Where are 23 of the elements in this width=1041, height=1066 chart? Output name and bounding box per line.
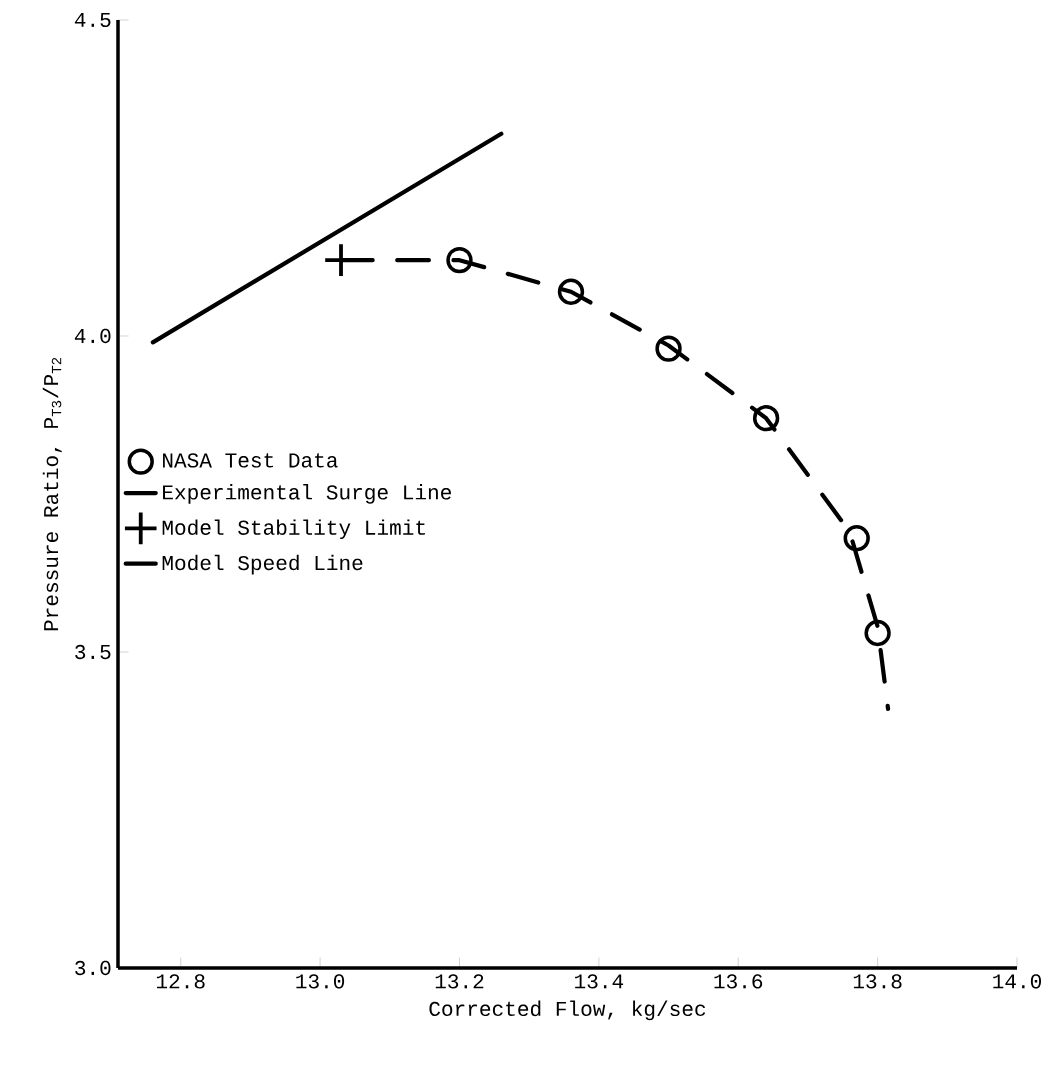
legend-label: Model Stability Limit bbox=[162, 519, 425, 540]
point bbox=[752, 404, 780, 432]
point bbox=[446, 246, 473, 274]
x-axis-title: Corrected Flow, kg/sec bbox=[429, 1000, 706, 1021]
x-tick-label: 13.4 bbox=[575, 974, 624, 989]
x-tick-label: 13.8 bbox=[853, 974, 902, 989]
point bbox=[864, 619, 891, 647]
point bbox=[557, 278, 585, 305]
x-tick-label: 14.0 bbox=[993, 974, 1041, 989]
x-tick-label: 13.6 bbox=[714, 974, 763, 989]
legend-label: Experimental Surge Line bbox=[163, 484, 451, 504]
y-tick-label: 3.5 bbox=[75, 644, 111, 660]
y-axis-title: Pressure Ratio, P$_{T3}$/P$_{T2}$ bbox=[42, 357, 62, 631]
y-tick-label: 4.0 bbox=[74, 328, 111, 344]
x-tick-label: 13.0 bbox=[296, 974, 345, 989]
point bbox=[843, 525, 870, 552]
legend-label: NASA Test Data bbox=[163, 453, 338, 468]
y-tick-label: 3.0 bbox=[75, 960, 111, 976]
point bbox=[655, 335, 682, 362]
x-tick-label: 13.2 bbox=[435, 974, 484, 989]
x-tick-label: 12.8 bbox=[156, 974, 205, 989]
y-tick-label: 4.5 bbox=[74, 12, 111, 28]
legend-label: Model Speed Line bbox=[162, 554, 363, 575]
